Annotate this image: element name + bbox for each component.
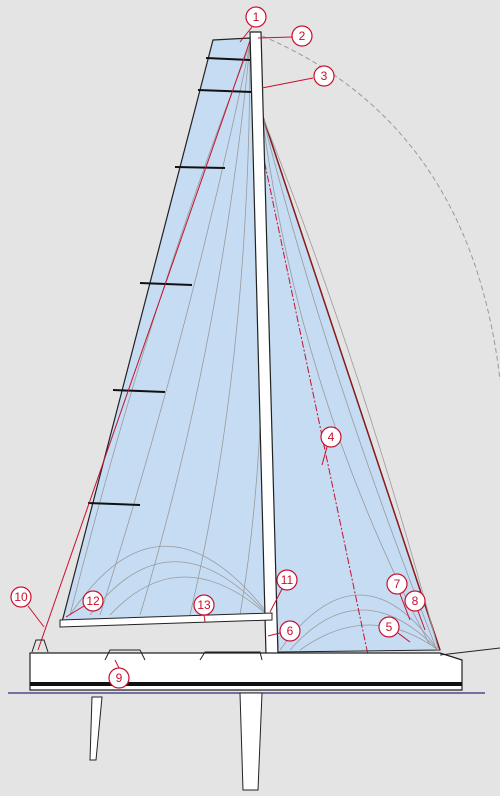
callout-label: 8 [412, 594, 419, 608]
callout-label: 10 [14, 590, 28, 604]
callout: 7 [386, 573, 408, 595]
callout: 6 [279, 620, 301, 642]
gennaker-outline [254, 32, 500, 381]
rudder [89, 696, 103, 761]
callout: 13 [193, 594, 215, 616]
backstay [37, 34, 253, 651]
callout-label: 13 [197, 598, 211, 612]
callouts: 1 2 3 4 5 6 7 8 9 10 11 12 13 [10, 6, 426, 689]
callout: 10 [10, 586, 32, 608]
callout: 8 [404, 590, 426, 612]
callout-label: 5 [386, 620, 393, 634]
callout-label: 1 [253, 10, 260, 24]
hull-stripe [30, 682, 462, 686]
bowsprit [439, 647, 500, 656]
callout-label: 2 [299, 29, 306, 43]
callout-label: 12 [86, 594, 100, 608]
callout-label: 9 [116, 671, 123, 685]
leader-lines [27, 26, 426, 669]
keel [239, 692, 263, 791]
callout-label: 6 [287, 624, 294, 638]
battens [87, 57, 253, 506]
callout: 3 [313, 65, 335, 87]
callout: 5 [378, 616, 400, 638]
deck-hardware [31, 639, 263, 661]
halyard [261, 149, 369, 656]
callout: 1 [245, 6, 267, 28]
forestay [259, 107, 441, 651]
callout-label: 4 [328, 430, 335, 444]
callout: 9 [108, 667, 130, 689]
callout: 11 [276, 569, 298, 591]
boom [59, 612, 273, 628]
callout-label: 7 [394, 577, 401, 591]
callout-label: 3 [321, 69, 328, 83]
callout: 12 [82, 590, 104, 612]
callout: 4 [320, 426, 342, 448]
callout-label: 11 [281, 573, 294, 587]
callout: 2 [291, 25, 313, 47]
